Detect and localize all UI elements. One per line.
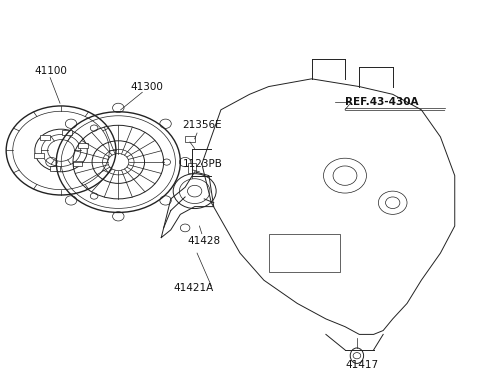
Text: 41100: 41100: [35, 66, 68, 76]
FancyBboxPatch shape: [34, 153, 44, 158]
FancyBboxPatch shape: [50, 166, 60, 171]
Text: 21356E: 21356E: [183, 120, 222, 130]
FancyBboxPatch shape: [189, 163, 196, 173]
Text: 41417: 41417: [345, 360, 378, 370]
FancyBboxPatch shape: [185, 136, 195, 142]
FancyBboxPatch shape: [269, 234, 340, 273]
FancyBboxPatch shape: [62, 130, 72, 135]
Text: 41421A: 41421A: [173, 283, 214, 293]
Text: 41428: 41428: [188, 236, 221, 246]
FancyBboxPatch shape: [72, 161, 82, 166]
Text: 41300: 41300: [130, 82, 163, 92]
FancyBboxPatch shape: [40, 135, 49, 140]
Text: 1123PB: 1123PB: [183, 159, 223, 169]
FancyBboxPatch shape: [78, 143, 88, 148]
Text: REF.43-430A: REF.43-430A: [345, 97, 419, 107]
